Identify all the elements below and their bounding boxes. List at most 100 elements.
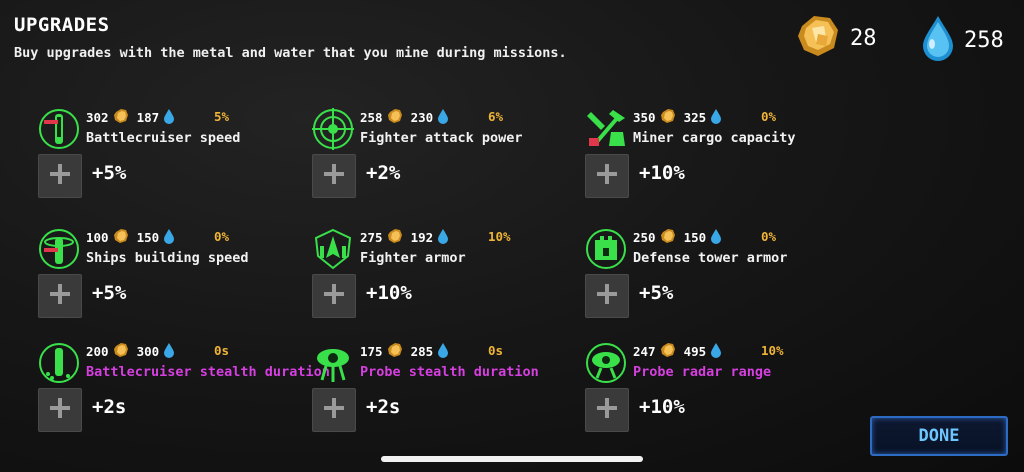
upgrade-name: Probe stealth duration <box>360 364 539 380</box>
plus-icon <box>48 282 72 310</box>
plus-icon <box>595 282 619 310</box>
upgrade-bonus: +5% <box>92 162 127 184</box>
water-drop-icon <box>437 342 449 361</box>
plus-icon <box>595 396 619 424</box>
water-drop-icon <box>163 228 175 247</box>
upgrade-card: 275 192 10% Fighter armor +10% <box>312 228 582 338</box>
metal-icon <box>113 228 129 247</box>
metal-icon <box>660 342 676 361</box>
upgrade-plus-button[interactable] <box>38 274 82 318</box>
upgrade-bonus: +10% <box>366 282 412 304</box>
plus-icon <box>322 162 346 190</box>
water-cost: 187 <box>136 109 160 125</box>
fighter-armor-icon <box>312 228 354 270</box>
upgrade-card: 302 187 5% Battlecruiser speed +5% <box>38 108 308 218</box>
upgrade-current-level: 0% <box>214 229 230 244</box>
water-cost: 495 <box>683 343 707 359</box>
upgrade-card: 100 150 0% Ships building speed +5% <box>38 228 308 338</box>
upgrade-current-level: 0s <box>488 343 504 358</box>
water-cost: 300 <box>136 343 160 359</box>
home-indicator[interactable] <box>381 456 643 462</box>
battlecruiser-stealth-icon <box>38 342 80 384</box>
upgrade-current-level: 6% <box>488 109 504 124</box>
plus-icon <box>322 396 346 424</box>
fighter-attack-icon <box>312 108 354 150</box>
upgrade-bonus: +5% <box>92 282 127 304</box>
water-cost: 150 <box>136 229 160 245</box>
upgrade-costs: 258 230 <box>360 108 449 126</box>
upgrade-card: 200 300 0s Battlecruiser stealth duration +2… <box>38 342 330 452</box>
upgrade-card: 250 150 0% Defense tower armor +5% <box>585 228 855 338</box>
metal-icon <box>796 14 842 62</box>
water-drop-icon <box>710 228 722 247</box>
upgrade-bonus: +2s <box>366 396 401 418</box>
water-cost: 192 <box>410 229 434 245</box>
metal-cost: 275 <box>360 229 383 245</box>
metal-cost: 302 <box>86 109 109 125</box>
upgrade-name: Ships building speed <box>86 250 249 266</box>
water-drop-icon <box>710 108 722 127</box>
upgrade-bonus: +2% <box>366 162 401 184</box>
metal-cost: 175 <box>360 343 383 359</box>
water-cost: 230 <box>410 109 434 125</box>
upgrade-plus-button[interactable] <box>585 388 629 432</box>
defense-tower-icon <box>585 228 627 270</box>
upgrade-current-level: 10% <box>488 229 511 244</box>
upgrade-plus-button[interactable] <box>312 154 356 198</box>
upgrade-plus-button[interactable] <box>38 154 82 198</box>
metal-icon <box>387 342 403 361</box>
upgrade-current-level: 0% <box>761 229 777 244</box>
metal-cost: 350 <box>633 109 656 125</box>
upgrade-name: Battlecruiser stealth duration <box>86 364 330 380</box>
water-counter: 258 <box>920 14 1004 66</box>
metal-cost: 250 <box>633 229 656 245</box>
water-drop-icon <box>163 342 175 361</box>
miner-cargo-icon <box>585 108 627 150</box>
plus-icon <box>48 162 72 190</box>
upgrade-costs: 200 300 <box>86 342 175 360</box>
upgrade-plus-button[interactable] <box>312 388 356 432</box>
upgrade-current-level: 0% <box>761 109 777 124</box>
page-title: UPGRADES <box>14 14 110 36</box>
upgrade-current-level: 10% <box>761 343 784 358</box>
metal-icon <box>387 228 403 247</box>
upgrade-name: Fighter armor <box>360 250 466 266</box>
page-subtitle: Buy upgrades with the metal and water th… <box>14 45 567 61</box>
metal-icon <box>660 228 676 247</box>
upgrade-plus-button[interactable] <box>38 388 82 432</box>
metal-icon <box>387 108 403 127</box>
upgrade-costs: 350 325 <box>633 108 722 126</box>
upgrade-name: Probe radar range <box>633 364 772 380</box>
upgrade-name: Defense tower armor <box>633 250 788 266</box>
upgrade-plus-button[interactable] <box>585 274 629 318</box>
upgrade-costs: 100 150 <box>86 228 175 246</box>
metal-icon <box>113 342 129 361</box>
metal-cost: 247 <box>633 343 656 359</box>
upgrade-name: Battlecruiser speed <box>86 130 241 146</box>
probe-radar-icon <box>585 342 627 384</box>
upgrade-plus-button[interactable] <box>585 154 629 198</box>
metal-counter: 28 <box>796 14 877 62</box>
upgrade-current-level: 5% <box>214 109 230 124</box>
upgrade-current-level: 0s <box>214 343 230 358</box>
upgrade-plus-button[interactable] <box>312 274 356 318</box>
upgrade-card: 247 495 10% Probe radar range +10% <box>585 342 855 452</box>
metal-amount: 28 <box>850 25 877 51</box>
upgrade-bonus: +10% <box>639 396 685 418</box>
probe-stealth-icon <box>312 342 354 384</box>
metal-cost: 200 <box>86 343 109 359</box>
ships-building-icon <box>38 228 80 270</box>
upgrade-costs: 275 192 <box>360 228 449 246</box>
upgrade-costs: 302 187 <box>86 108 175 126</box>
metal-icon <box>660 108 676 127</box>
water-drop-icon <box>163 108 175 127</box>
done-button[interactable]: DONE <box>870 416 1008 456</box>
metal-cost: 100 <box>86 229 109 245</box>
water-drop-icon <box>710 342 722 361</box>
upgrade-name: Miner cargo capacity <box>633 130 796 146</box>
battlecruiser-speed-icon <box>38 108 80 150</box>
upgrade-card: 258 230 6% Fighter attack power +2% <box>312 108 582 218</box>
plus-icon <box>595 162 619 190</box>
upgrade-costs: 250 150 <box>633 228 722 246</box>
water-amount: 258 <box>964 27 1004 53</box>
